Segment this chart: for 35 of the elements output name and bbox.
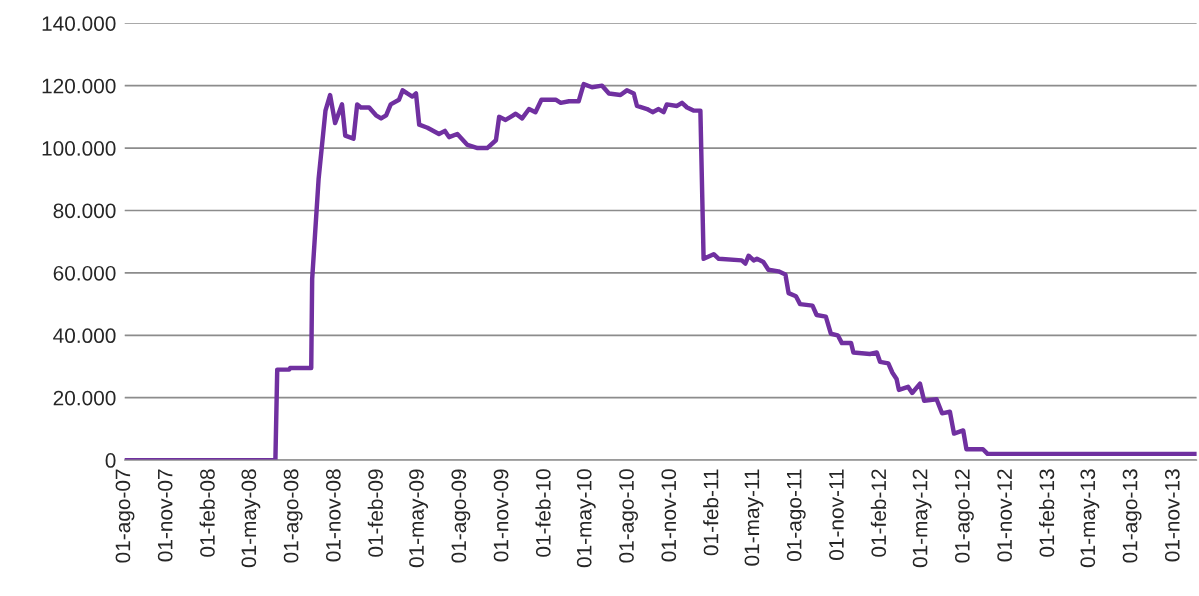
y-tick-label: 140.000: [42, 16, 116, 31]
x-tick-label: 01-ago-13: [1122, 469, 1142, 563]
x-tick-label: 01-feb-08: [199, 469, 215, 557]
x-tick-label: 01-ago-12: [954, 469, 974, 563]
x-tick-label: 01-nov-09: [493, 469, 509, 562]
x-tick-label: 01-feb-11: [703, 469, 719, 556]
y-tick-label: 0: [105, 453, 116, 468]
y-tick-label: 80.000: [53, 203, 116, 219]
y-tick-label: 40.000: [53, 328, 116, 344]
y-tick-label: 60.000: [53, 265, 116, 281]
x-tick-label: 01-may-12: [912, 469, 932, 568]
x-tick-label: 01-may-09: [409, 469, 428, 568]
x-tick-label: 01-may-08: [241, 469, 261, 568]
line-series: [124, 81, 1197, 461]
x-tick-label: 01-ago-10: [619, 469, 638, 563]
y-tick-label: 100.000: [42, 141, 116, 156]
x-tick-label: 01-ago-08: [283, 469, 303, 563]
x-tick-label: 01-feb-10: [535, 469, 551, 557]
x-tick-label: 01-feb-12: [870, 469, 887, 557]
x-tick-label: 01-nov-12: [997, 469, 1012, 562]
x-tick-label: 01-feb-09: [367, 469, 383, 557]
x-tick-label: 01-may-10: [576, 469, 596, 568]
x-tick-label: 01-nov-13: [1164, 469, 1180, 562]
x-tick-label: 01-nov-08: [325, 469, 341, 562]
x-tick-label: 01-feb-13: [1038, 469, 1055, 557]
y-tick-label: 120.000: [42, 78, 116, 94]
x-tick-label: 01-may-13: [1080, 469, 1100, 568]
x-tick-label: 01-ago-07: [115, 469, 135, 563]
y-tick-label: 20.000: [53, 390, 116, 406]
x-tick-label: 01-ago-11: [786, 469, 806, 562]
x-tick-label: 01-ago-09: [451, 469, 471, 563]
x-tick-label: 01-nov-07: [157, 469, 173, 562]
x-tick-label: 01-may-11: [744, 469, 764, 566]
x-tick-label: 01-nov-11: [829, 469, 844, 560]
x-tick-label: 01-nov-10: [661, 469, 677, 562]
